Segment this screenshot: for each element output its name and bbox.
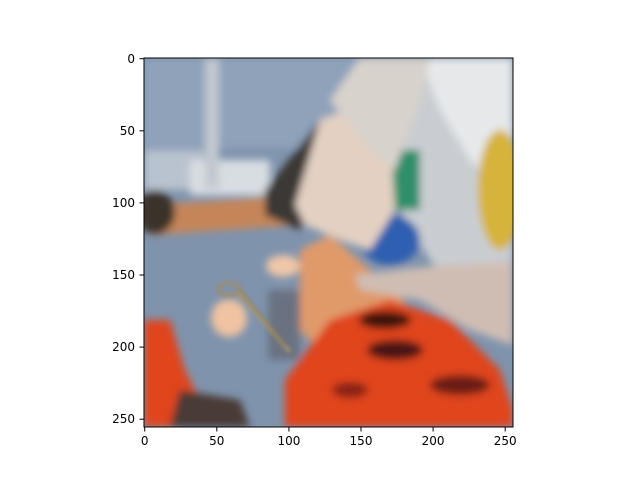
x-tick: 0	[141, 427, 149, 448]
y-tick-label: 250	[112, 412, 135, 426]
x-tick-label: 150	[350, 434, 373, 448]
x-tick-label: 100	[277, 434, 300, 448]
y-tick: 150	[112, 268, 144, 282]
x-tick: 100	[277, 427, 300, 448]
y-tick-label: 150	[112, 268, 135, 282]
y-tick: 100	[112, 196, 144, 210]
x-tick: 250	[494, 427, 517, 448]
y-tick-label: 50	[120, 124, 135, 138]
y-axis: 0 50 100 150 200 250	[112, 52, 144, 426]
y-tick: 250	[112, 412, 144, 426]
x-tick: 150	[350, 427, 373, 448]
y-tick: 50	[120, 124, 144, 138]
y-tick: 0	[127, 52, 144, 66]
x-tick: 50	[209, 427, 224, 448]
x-axis: 0 50 100 150 200 250	[141, 427, 517, 448]
x-tick-label: 0	[141, 434, 149, 448]
x-tick: 200	[422, 427, 445, 448]
x-tick-label: 250	[494, 434, 517, 448]
y-tick-label: 100	[112, 196, 135, 210]
axes-frame	[143, 57, 514, 428]
y-tick: 200	[112, 340, 144, 354]
x-tick-label: 50	[209, 434, 224, 448]
y-tick-label: 200	[112, 340, 135, 354]
image-content	[144, 58, 513, 427]
x-tick-label: 200	[422, 434, 445, 448]
y-tick-label: 0	[127, 52, 135, 66]
